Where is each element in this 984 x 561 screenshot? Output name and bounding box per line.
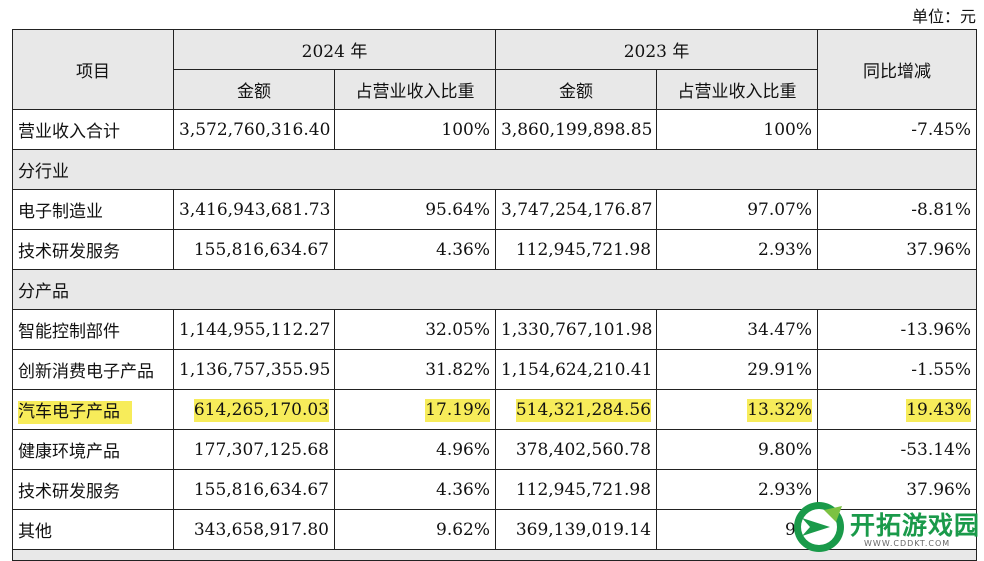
- table-row: 智能控制部件 1,144,955,112.27 32.05% 1,330,767…: [12, 309, 978, 350]
- table-row: 技术研发服务 155,816,634.67 4.36% 112,945,721.…: [12, 469, 978, 510]
- amount-2024: 1,136,757,355.95: [173, 349, 335, 390]
- amount-2023: 378,402,560.78: [495, 429, 658, 470]
- header-row-1: 项目 2024 年 2023 年 同比增减: [12, 29, 978, 110]
- amount-2024: 1,144,955,112.27: [173, 309, 335, 350]
- watermark-url: WWW.CDDKT.COM: [864, 539, 951, 548]
- ratio-2024: 4.36%: [333, 229, 497, 270]
- amount-2023: 112,945,721.98: [495, 229, 658, 270]
- row-label: 智能控制部件: [12, 309, 174, 350]
- table-row: 其他 343,658,917.80 9.62% 369,139,019.14 9…: [12, 509, 978, 550]
- section-row-product: 分产品: [11, 269, 978, 310]
- ratio-2023: 34.47%: [656, 309, 819, 350]
- amount-2023: 369,139,019.14: [495, 509, 658, 550]
- header-row-2: 金额 占营业收入比重 金额 占营业收入比重: [13, 69, 977, 110]
- section-title: 分行业: [11, 149, 978, 190]
- table-row: 健康环境产品 177,307,125.68 4.96% 378,402,560.…: [12, 429, 978, 470]
- row-label: 创新消费电子产品: [12, 349, 174, 390]
- amount-2023: 514,321,284.56: [515, 398, 652, 422]
- row-label: 其他: [12, 509, 174, 550]
- ratio-2023: 9.80%: [656, 429, 819, 470]
- row-label: 营业收入合计: [12, 109, 174, 150]
- yoy-change: -7.45%: [817, 109, 978, 150]
- revenue-table: 项目 2024 年 2023 年 同比增减 金额 占营业收入比重 金额 占营业收…: [11, 29, 978, 561]
- total-row: 营业收入合计 3,572,760,316.40 100% 3,860,199,8…: [12, 109, 978, 150]
- row-label: 技术研发服务: [12, 229, 174, 270]
- amount-2023: 3,747,254,176.87: [495, 189, 658, 230]
- header-amount-2024: 金额: [173, 69, 335, 110]
- table-row: 电子制造业 3,416,943,681.73 95.64% 3,747,254,…: [12, 189, 978, 230]
- amount-2024: 3,416,943,681.73: [173, 189, 335, 230]
- ratio-2023: 100%: [656, 109, 819, 150]
- header-amount-2023: 金额: [495, 69, 658, 110]
- amount-2024: 343,658,917.80: [173, 509, 335, 550]
- ratio-2023: 97.07%: [656, 189, 819, 230]
- ratio-2023: 2.93%: [656, 229, 819, 270]
- header-yoy: 同比增减: [817, 29, 978, 110]
- table-row: 技术研发服务 155,816,634.67 4.36% 112,945,721.…: [12, 229, 978, 270]
- section-row-industry: 分行业: [11, 149, 978, 190]
- yoy-change: 19.43%: [906, 398, 972, 422]
- row-label: 技术研发服务: [12, 469, 174, 510]
- header-item: 项目: [12, 29, 174, 110]
- yoy-change: -53.14%: [817, 429, 978, 470]
- ratio-2023: 13.32%: [747, 398, 813, 422]
- unit-label: 单位：元: [911, 7, 976, 26]
- table-row: 创新消费电子产品 1,136,757,355.95 31.82% 1,154,6…: [12, 349, 978, 390]
- ratio-2024: 17.19%: [425, 398, 491, 422]
- header-ratio-2024: 占营业收入比重: [333, 69, 497, 110]
- amount-2024: 177,307,125.68: [173, 429, 335, 470]
- ratio-2024: 31.82%: [333, 349, 497, 390]
- row-label: 健康环境产品: [12, 429, 174, 470]
- ratio-2024: 4.96%: [333, 429, 497, 470]
- ratio-2023: 29.91%: [656, 349, 819, 390]
- watermark-logo: 开拓游戏园 WWW.CDDKT.COM: [784, 496, 984, 558]
- amount-2024: 155,816,634.67: [173, 469, 335, 510]
- watermark-logo-icon: [794, 502, 844, 552]
- amount-2024: 614,265,170.03: [193, 398, 329, 422]
- row-label: 电子制造业: [12, 189, 174, 230]
- header-year-2024: 2024 年: [172, 29, 497, 70]
- amount-2023: 1,154,624,210.41: [495, 349, 658, 390]
- row-label: 汽车电子产品: [18, 401, 132, 424]
- ratio-2023: 2.93%: [656, 469, 819, 510]
- ratio-2024: 32.05%: [333, 309, 497, 350]
- table-row-highlighted: 汽车电子产品 614,265,170.03 17.19% 514,321,284…: [12, 389, 978, 430]
- amount-2023: 112,945,721.98: [495, 469, 658, 510]
- ratio-2024: 100%: [333, 109, 497, 150]
- ratio-2024: 4.36%: [333, 469, 497, 510]
- ratio-2024: 9.62%: [333, 509, 497, 550]
- amount-2024: 155,816,634.67: [173, 229, 335, 270]
- amount-2024: 3,572,760,316.40: [173, 109, 335, 150]
- ratio-2024: 95.64%: [333, 189, 497, 230]
- section-title: 分产品: [11, 269, 978, 310]
- watermark-title: 开拓游戏园: [850, 511, 981, 540]
- yoy-change: 37.96%: [817, 229, 978, 270]
- yoy-change: -1.55%: [817, 349, 978, 390]
- yoy-change: 37.96%: [817, 469, 978, 510]
- yoy-change: -13.96%: [817, 309, 978, 350]
- header-year-2023: 2023 年: [495, 29, 819, 70]
- amount-2023: 3,860,199,898.85: [495, 109, 658, 150]
- header-ratio-2023: 占营业收入比重: [656, 69, 819, 110]
- amount-2023: 1,330,767,101.98: [495, 309, 658, 350]
- yoy-change: -8.81%: [817, 189, 978, 230]
